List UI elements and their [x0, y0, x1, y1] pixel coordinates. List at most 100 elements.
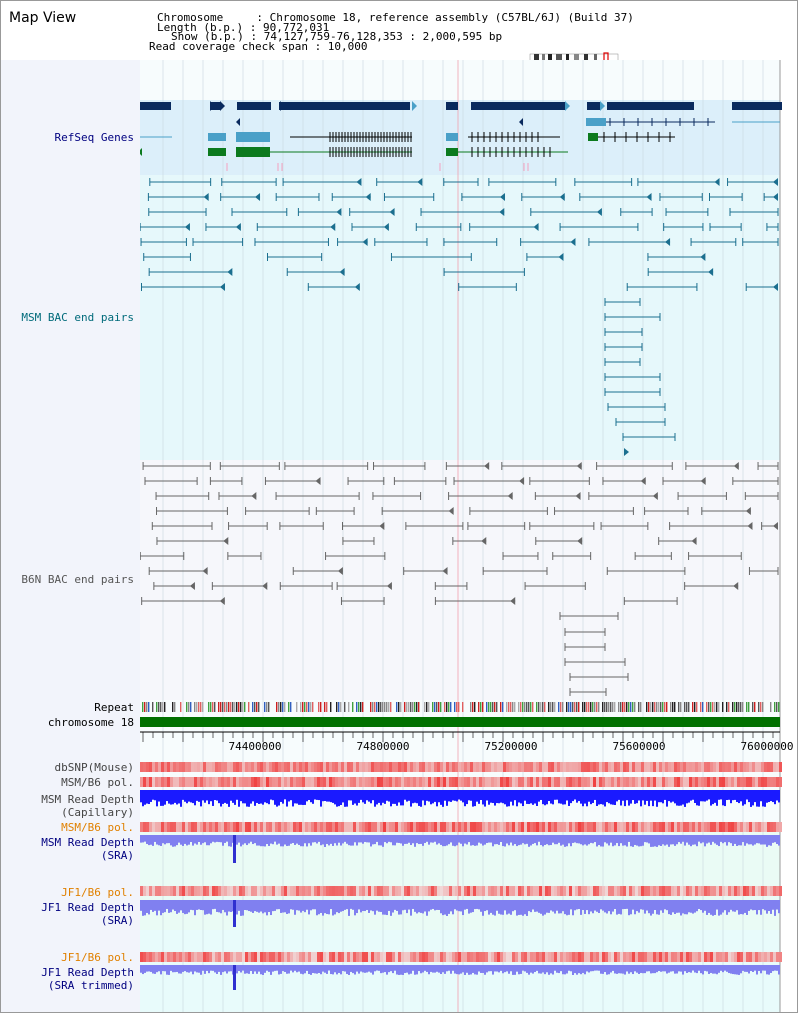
repeat-element [482, 702, 484, 712]
msm-sra-depth-bar [308, 835, 310, 844]
repeat-element [186, 702, 188, 712]
msm-b6-pol-heat-cell [353, 777, 356, 787]
repeat-element [594, 702, 596, 712]
msm-b6-pol-heat-cell [596, 822, 599, 832]
dbsnp-heat-cell [572, 762, 575, 772]
track-label-dbsnp[interactable]: dbSNP(Mouse) [54, 761, 134, 774]
msm-capillary-depth-bar [630, 790, 632, 804]
jf1-trimmed-depth-bar [266, 965, 268, 971]
jf1-trimmed-depth-bar [414, 965, 416, 975]
msm-b6-pol-heat-cell [689, 777, 692, 787]
jf1-sra-depth-bar [174, 900, 176, 912]
msm-b6-pol-heat-cell [692, 822, 695, 832]
msm-bac-pair-end [356, 178, 362, 186]
dbsnp-heat-cell [470, 762, 473, 772]
b6n-bac-pair-end [640, 477, 646, 485]
msm-sra-depth-bar [388, 835, 390, 842]
track-label-msm-b6-pol-2[interactable]: MSM/B6 pol. [61, 821, 134, 834]
jf1-b6-pol-heat-cell [179, 952, 182, 962]
track-label-b6n-bac[interactable]: B6N BAC end pairs [21, 573, 134, 586]
jf1-trimmed-depth-bar [312, 965, 314, 974]
jf1-trimmed-depth-bar [400, 965, 402, 975]
jf1-b6-pol-heat-cell [425, 952, 428, 962]
msm-b6-pol-heat-cell [332, 777, 335, 787]
jf1-sra-depth-bar [544, 900, 546, 915]
track-label-msm-depth-capillary[interactable]: MSM Read Depth [41, 793, 134, 806]
repeat-element [566, 702, 568, 712]
dbsnp-heat-cell [761, 762, 764, 772]
repeat-element [158, 702, 160, 712]
jf1-trimmed-depth-bar [716, 965, 718, 975]
track-label-jf1-b6-pol-1[interactable]: JF1/B6 pol. [61, 886, 134, 899]
jf1-b6-pol-heat-cell [257, 886, 260, 896]
msm-b6-pol-heat-cell [635, 777, 638, 787]
msm-b6-pol-heat-cell [299, 822, 302, 832]
dbsnp-heat-cell [206, 762, 209, 772]
repeat-element [202, 702, 204, 712]
jf1-b6-pol-heat-cell [659, 886, 662, 896]
msm-sra-depth-bar [554, 835, 556, 845]
jf1-trimmed-depth-bar [636, 965, 638, 973]
repeat-element [562, 702, 564, 712]
msm-b6-pol-heat-cell [524, 777, 527, 787]
jf1-b6-pol-heat-cell [275, 886, 278, 896]
jf1-sra-depth-bar [598, 900, 600, 914]
msm-b6-pol-heat-cell [575, 777, 578, 787]
repeat-element [326, 702, 328, 712]
track-label-jf1-depth-trimmed[interactable]: JF1 Read Depth [41, 966, 134, 979]
jf1-b6-pol-heat-cell [581, 952, 584, 962]
msm-capillary-depth-bar [376, 790, 378, 805]
jf1-sra-depth-bar [604, 900, 606, 913]
msm-sra-depth-bar [632, 835, 634, 847]
track-label-refseq[interactable]: RefSeq Genes [54, 131, 134, 144]
msm-capillary-depth-bar [380, 790, 382, 806]
dbsnp-heat-cell [209, 762, 212, 772]
msm-capillary-depth-bar [750, 790, 752, 807]
msm-capillary-depth-bar [588, 790, 590, 802]
track-label-msm-b6-pol-1[interactable]: MSM/B6 pol. [61, 776, 134, 789]
jf1-b6-pol-heat-cell [755, 952, 758, 962]
jf1-b6-pol-heat-cell [311, 952, 314, 962]
jf1-trimmed-depth-bar [308, 965, 310, 975]
jf1-b6-pol-heat-cell [269, 952, 272, 962]
msm-b6-pol-heat-cell [224, 822, 227, 832]
jf1-trimmed-depth-bar [180, 965, 182, 974]
repeat-element [196, 702, 198, 712]
jf1-trimmed-depth-bar [530, 965, 532, 973]
msm-b6-pol-heat-cell [425, 822, 428, 832]
msm-capillary-depth-bar [620, 790, 622, 806]
msm-sra-depth-bar [586, 835, 588, 846]
jf1-b6-pol-heat-cell [170, 886, 173, 896]
jf1-trimmed-depth-bar [408, 965, 410, 975]
msm-sra-depth-bar [730, 835, 732, 844]
jf1-b6-pol-heat-cell [593, 886, 596, 896]
repeat-element [306, 702, 308, 712]
msm-b6-pol-heat-cell [524, 822, 527, 832]
msm-sra-depth-bar [588, 835, 590, 845]
msm-sra-depth-bar [750, 835, 752, 845]
track-label-repeat[interactable]: Repeat [94, 701, 134, 714]
msm-b6-pol-heat-cell [167, 777, 170, 787]
track-label-msm-bac[interactable]: MSM BAC end pairs [21, 311, 134, 324]
track-label-jf1-depth-sra[interactable]: JF1 Read Depth [41, 901, 134, 914]
repeat-element [344, 702, 346, 712]
jf1-sra-depth-bar [754, 900, 756, 911]
msm-b6-pol-heat-cell [743, 822, 746, 832]
dbsnp-heat-cell [410, 762, 413, 772]
jf1-b6-pol-heat-cell [611, 952, 614, 962]
msm-sra-depth-bar [524, 835, 526, 845]
dbsnp-heat-cell [458, 762, 461, 772]
msm-capillary-depth-bar [550, 790, 552, 804]
dbsnp-heat-cell [242, 762, 245, 772]
jf1-sra-depth-bar [276, 900, 278, 910]
jf1-sra-depth-bar [708, 900, 710, 913]
repeat-element [520, 702, 522, 712]
track-label-jf1-b6-pol-2[interactable]: JF1/B6 pol. [61, 951, 134, 964]
genome-track-canvas[interactable]: 74400000 74800000 75200000 75600000 76000000 [140, 60, 798, 1012]
jf1-sra-depth-bar [356, 900, 358, 914]
msm-capillary-depth-bar [470, 790, 472, 801]
msm-sra-depth-bar [314, 835, 316, 843]
track-label-msm-depth-sra[interactable]: MSM Read Depth [41, 836, 134, 849]
msm-sra-depth-bar [146, 835, 148, 844]
msm-capillary-depth-bar [744, 790, 746, 805]
